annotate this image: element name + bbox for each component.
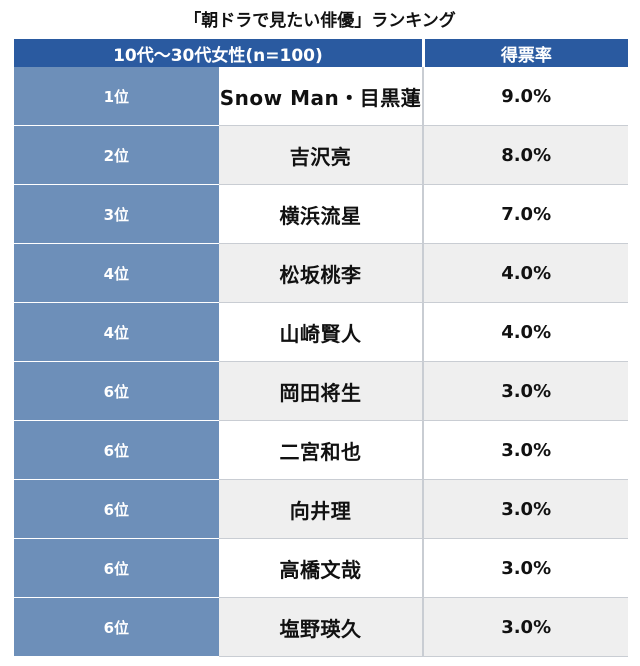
table-header-row: 10代〜30代女性(n=100) 得票率 [14, 39, 628, 67]
vote-rate: 3.0% [423, 479, 628, 539]
vote-rate: 4.0% [423, 243, 628, 303]
actor-name: 山崎賢人 [218, 302, 425, 362]
table-row: 6位 岡田将生 3.0% [14, 361, 628, 421]
table-row: 4位 山崎賢人 4.0% [14, 302, 628, 362]
actor-name: 二宮和也 [218, 420, 425, 480]
vote-rate: 8.0% [423, 125, 628, 185]
vote-rate: 3.0% [423, 420, 628, 480]
rank-cell: 6位 [14, 361, 219, 421]
table-row: 6位 二宮和也 3.0% [14, 420, 628, 480]
table-row: 6位 塩野瑛久 3.0% [14, 597, 628, 657]
rank-cell: 2位 [14, 125, 219, 185]
vote-rate: 9.0% [423, 67, 628, 126]
vote-rate: 4.0% [423, 302, 628, 362]
ranking-title: 「朝ドラで見たい俳優」ランキング [184, 11, 456, 31]
rank-cell: 6位 [14, 420, 219, 480]
actor-name: 松坂桃李 [218, 243, 425, 303]
actor-name: 吉沢亮 [218, 125, 425, 185]
vote-rate: 3.0% [423, 597, 628, 657]
table-row: 6位 向井理 3.0% [14, 479, 628, 539]
table-row: 6位 高橋文哉 3.0% [14, 538, 628, 598]
table-row: 4位 松坂桃李 4.0% [14, 243, 628, 303]
actor-name: 岡田将生 [218, 361, 425, 421]
ranking-table: 10代〜30代女性(n=100) 得票率 1位 Snow Man・目黒蓮 9.0… [14, 39, 628, 657]
actor-name: Snow Man・目黒蓮 [218, 67, 425, 126]
actor-name: 高橋文哉 [218, 538, 425, 598]
table-row: 3位 横浜流星 7.0% [14, 184, 628, 244]
header-group-label: 10代〜30代女性(n=100) [14, 39, 425, 67]
actor-name: 向井理 [218, 479, 425, 539]
rank-cell: 6位 [14, 597, 219, 657]
rank-cell: 4位 [14, 243, 219, 303]
vote-rate: 3.0% [423, 361, 628, 421]
vote-rate: 3.0% [423, 538, 628, 598]
rank-cell: 4位 [14, 302, 219, 362]
vote-rate: 7.0% [423, 184, 628, 244]
rank-cell: 6位 [14, 538, 219, 598]
rank-cell: 1位 [14, 67, 219, 126]
actor-name: 横浜流星 [218, 184, 425, 244]
rank-cell: 6位 [14, 479, 219, 539]
table-row: 1位 Snow Man・目黒蓮 9.0% [14, 67, 628, 126]
actor-name: 塩野瑛久 [218, 597, 425, 657]
rank-cell: 3位 [14, 184, 219, 244]
table-row: 2位 吉沢亮 8.0% [14, 125, 628, 185]
header-rate-label: 得票率 [423, 39, 628, 67]
